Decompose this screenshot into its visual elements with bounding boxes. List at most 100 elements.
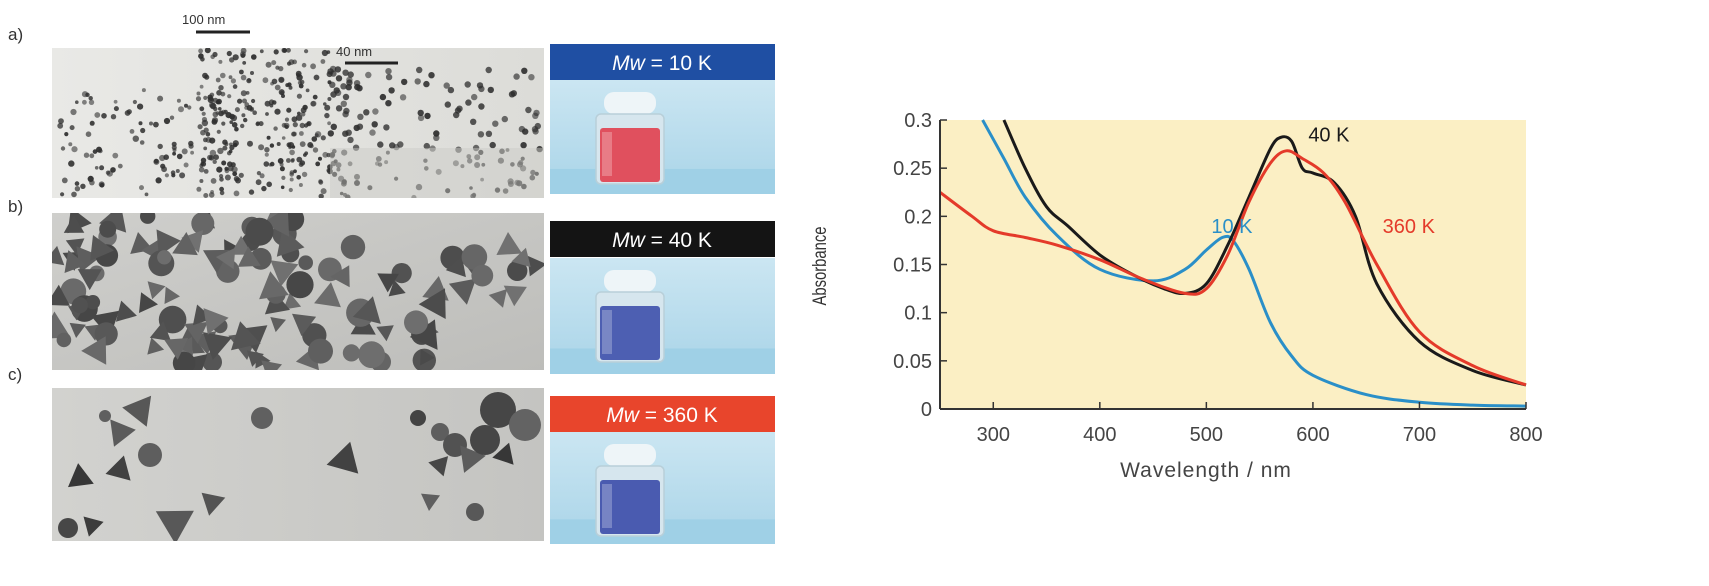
nanoparticle [258, 121, 264, 127]
nanoprism [110, 419, 136, 447]
vial-cap [604, 92, 656, 114]
nanoparticle [356, 85, 363, 92]
nanoparticle [435, 168, 442, 175]
nanoparticle [261, 185, 267, 192]
vial-cap [604, 270, 656, 292]
nanoparticle [250, 71, 254, 75]
nanoparticle [139, 140, 145, 145]
nanoparticle [424, 166, 429, 171]
nanoparticle [388, 87, 395, 94]
nanoparticle [305, 88, 310, 93]
molecular-weight-badge: Mw = 40 K [550, 221, 775, 257]
vial-solution [600, 480, 660, 534]
nanoparticle [536, 145, 543, 153]
nanoparticle [88, 99, 95, 106]
nanoparticle [340, 100, 347, 108]
nanoparticle [522, 128, 529, 135]
nanoparticle [217, 147, 224, 155]
nanodisc [56, 332, 72, 348]
nanoparticle [389, 142, 396, 149]
nanoparticle [414, 78, 421, 85]
nanoparticle [501, 115, 508, 123]
nanoparticle [242, 61, 247, 65]
nanoparticle [456, 105, 463, 112]
nanoparticle [499, 148, 505, 155]
nanoparticle [327, 80, 332, 85]
nanoparticle [423, 80, 430, 88]
vial-solution [600, 128, 660, 182]
nanoparticle [445, 188, 451, 194]
nanoparticle [299, 131, 304, 136]
nanoprism [428, 456, 449, 477]
vial-photo [550, 80, 775, 194]
nanoparticle [334, 66, 342, 73]
nanoparticle [341, 179, 347, 185]
x-tick-label: 800 [1509, 424, 1542, 446]
nanoparticle [140, 127, 146, 134]
nanoparticle [69, 125, 75, 131]
nanoprism [259, 271, 289, 300]
nanoparticle [478, 103, 485, 110]
nanoparticle [201, 111, 206, 116]
nanoparticle [347, 71, 354, 78]
nanoprism [276, 228, 305, 257]
nanoparticle [264, 147, 270, 153]
nanoparticle [332, 171, 338, 177]
nanoparticle [324, 112, 330, 119]
nanoparticle [198, 166, 205, 173]
nanoparticle [205, 132, 211, 137]
nanoprism [460, 445, 486, 473]
nanoparticle [129, 129, 135, 134]
nanoparticle [289, 177, 294, 182]
nanoparticle [265, 112, 269, 116]
nanoprism [388, 279, 406, 297]
nanoparticle [117, 163, 123, 169]
nanoparticle [478, 149, 484, 155]
nanoparticle [226, 50, 232, 57]
nanoparticle [212, 159, 217, 164]
nanoparticles-c [58, 392, 541, 541]
nanoparticle [251, 54, 257, 60]
nanoparticle [288, 85, 293, 90]
nanoparticle [292, 122, 298, 128]
x-tick-label: 400 [1083, 424, 1116, 446]
nanoparticle [327, 168, 333, 175]
nanoparticle [375, 156, 382, 162]
nanoparticle [352, 144, 360, 151]
nanoparticle [367, 185, 373, 191]
nanoparticle [310, 101, 316, 107]
nanoparticle [60, 192, 65, 197]
y-tick-label: 0.3 [904, 110, 932, 132]
nanoparticle [411, 194, 417, 198]
nanoprism [156, 229, 181, 257]
nanoparticle [310, 63, 316, 70]
nanoparticle [215, 111, 220, 115]
nanoparticle [209, 137, 216, 144]
nanoparticle [285, 83, 290, 88]
nanoprism [164, 338, 189, 360]
nanodisc [404, 310, 428, 335]
nanoparticle [163, 154, 169, 160]
nanoparticle [208, 155, 215, 161]
nanoparticle [315, 161, 321, 167]
nanoparticle [179, 172, 186, 179]
nanoprism [270, 260, 299, 287]
nanoparticle [379, 93, 387, 101]
nanoparticle [281, 175, 286, 180]
nanoprism [105, 455, 131, 481]
nanoparticle [110, 114, 117, 120]
nanoparticle [96, 146, 102, 153]
nanoparticle [75, 100, 79, 104]
nanoparticle [233, 176, 240, 182]
nanoparticle [429, 145, 436, 152]
nanoparticle [203, 193, 209, 198]
nanoparticle [232, 171, 238, 177]
nanoparticle [521, 67, 528, 75]
nanoparticle [239, 69, 244, 75]
nanoparticle [213, 154, 219, 160]
nanoparticle [219, 174, 224, 179]
nanoprism [115, 300, 137, 322]
nanoparticle [216, 129, 221, 134]
nanoparticle [525, 106, 532, 114]
nanoparticle [88, 96, 93, 101]
